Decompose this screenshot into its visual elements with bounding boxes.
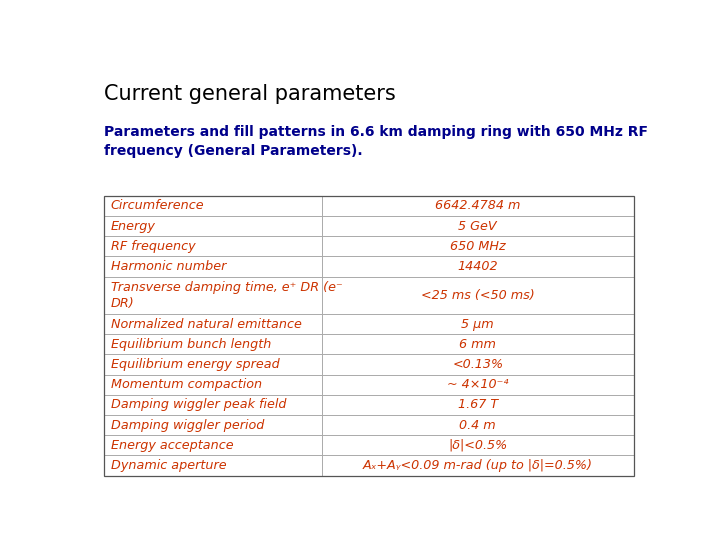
Text: ~ 4×10⁻⁴: ~ 4×10⁻⁴ [447, 378, 508, 391]
Text: Equilibrium energy spread: Equilibrium energy spread [111, 358, 279, 371]
Text: |δ|<0.5%: |δ|<0.5% [448, 439, 508, 452]
Text: 0.4 m: 0.4 m [459, 418, 496, 431]
Text: 650 MHz: 650 MHz [450, 240, 505, 253]
Text: Normalized natural emittance: Normalized natural emittance [111, 318, 302, 330]
Text: 5 μm: 5 μm [462, 318, 494, 330]
Text: 1.67 T: 1.67 T [458, 399, 498, 411]
Text: Energy acceptance: Energy acceptance [111, 439, 233, 452]
Text: RF frequency: RF frequency [111, 240, 195, 253]
Text: Parameters and fill patterns in 6.6 km damping ring with 650 MHz RF
frequency (G: Parameters and fill patterns in 6.6 km d… [104, 125, 648, 158]
Text: Energy: Energy [111, 220, 156, 233]
Text: Current general parameters: Current general parameters [104, 84, 396, 104]
Text: Circumference: Circumference [111, 199, 204, 212]
Text: Momentum compaction: Momentum compaction [111, 378, 262, 391]
Text: 6 mm: 6 mm [459, 338, 496, 351]
Text: <25 ms (<50 ms): <25 ms (<50 ms) [421, 289, 535, 302]
Text: 5 GeV: 5 GeV [459, 220, 497, 233]
Text: Aₓ+Aᵧ<0.09 m-rad (up to |δ|=0.5%): Aₓ+Aᵧ<0.09 m-rad (up to |δ|=0.5%) [363, 459, 593, 472]
Text: Damping wiggler period: Damping wiggler period [111, 418, 264, 431]
Text: Transverse damping time, e⁺ DR (e⁻
DR): Transverse damping time, e⁺ DR (e⁻ DR) [111, 281, 343, 309]
Text: 14402: 14402 [457, 260, 498, 273]
Text: Equilibrium bunch length: Equilibrium bunch length [111, 338, 271, 351]
Text: Damping wiggler peak field: Damping wiggler peak field [111, 399, 286, 411]
Text: Dynamic aperture: Dynamic aperture [111, 459, 226, 472]
Text: 6642.4784 m: 6642.4784 m [435, 199, 521, 212]
Text: <0.13%: <0.13% [452, 358, 503, 371]
Text: Harmonic number: Harmonic number [111, 260, 226, 273]
